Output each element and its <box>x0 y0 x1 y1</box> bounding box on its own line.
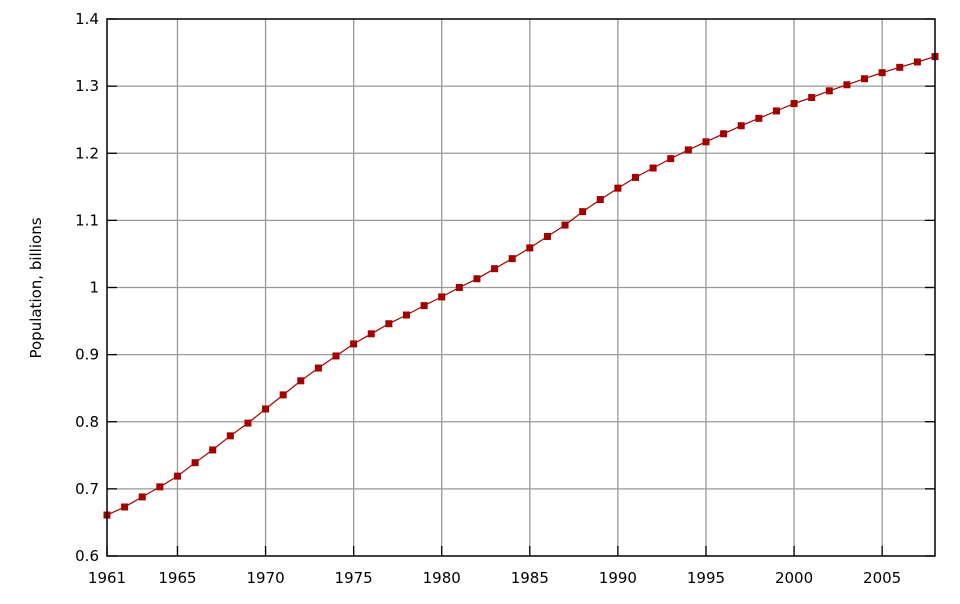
data-point <box>526 244 534 252</box>
data-point <box>684 146 692 154</box>
data-point <box>121 503 129 511</box>
data-point <box>367 330 375 338</box>
data-point <box>596 196 604 204</box>
data-point <box>385 320 393 328</box>
data-point <box>209 446 217 454</box>
y-tick-label: 1 <box>89 279 99 297</box>
series-line <box>106 56 936 516</box>
y-tick-label: 0.8 <box>75 413 99 431</box>
data-point <box>702 138 710 146</box>
data-point <box>614 184 622 192</box>
y-axis-label: Population, billions <box>27 217 45 358</box>
y-tick-label: 1.2 <box>75 144 99 162</box>
data-point <box>632 173 640 181</box>
ticks: 0.6 0.7 0.8 0.9 1 1.1 1.2 1.3 1.4 1961 1965 1970 197… <box>75 10 935 587</box>
data-point <box>350 340 358 348</box>
data-point <box>297 377 305 385</box>
y-tick-label: 1.1 <box>75 211 99 229</box>
data-point <box>543 232 551 240</box>
data-point <box>420 302 428 310</box>
x-tick-label: 1970 <box>246 569 284 587</box>
y-tick-label: 0.7 <box>75 480 99 498</box>
x-tick-label: 1961 <box>88 569 126 587</box>
data-point <box>825 87 833 95</box>
data-point <box>332 352 340 360</box>
y-tick-label: 0.6 <box>75 547 99 565</box>
data-point <box>790 100 798 108</box>
data-point <box>843 81 851 89</box>
data-point <box>402 311 410 319</box>
x-tick-label: 1975 <box>335 569 373 587</box>
data-point <box>772 107 780 115</box>
data-point <box>314 364 322 372</box>
x-tick-label: 1965 <box>158 569 196 587</box>
data-point <box>737 122 745 130</box>
data-point <box>491 265 499 273</box>
y-tick-label: 1.3 <box>75 77 99 95</box>
data-point <box>173 472 181 480</box>
x-tick-label: 1995 <box>687 569 725 587</box>
data-point <box>913 58 921 66</box>
data-point <box>667 155 675 163</box>
data-point <box>755 114 763 122</box>
data-point <box>720 130 728 138</box>
data-point <box>138 493 146 501</box>
data-point <box>262 405 270 413</box>
y-tick-label: 1.4 <box>75 10 99 28</box>
x-tick-label: 1980 <box>423 569 461 587</box>
data-point <box>473 275 481 283</box>
y-tick-label: 0.9 <box>75 346 99 364</box>
data-point <box>878 69 886 77</box>
data-point <box>191 459 199 467</box>
x-tick-label: 2000 <box>775 569 813 587</box>
data-point <box>579 208 587 216</box>
data-point <box>226 432 234 440</box>
data-point <box>561 221 569 229</box>
data-point <box>508 255 516 263</box>
data-point <box>438 293 446 301</box>
data-point <box>649 164 657 172</box>
data-point <box>279 391 287 399</box>
data-point <box>861 75 869 83</box>
x-tick-label: 1990 <box>599 569 637 587</box>
data-point <box>808 94 816 102</box>
series <box>103 53 939 519</box>
data-point <box>156 483 164 491</box>
x-tick-label: 2005 <box>863 569 901 587</box>
grid <box>107 19 935 556</box>
data-point <box>455 284 463 291</box>
data-point <box>244 419 252 427</box>
data-point <box>896 63 904 71</box>
x-tick-label: 1985 <box>511 569 549 587</box>
